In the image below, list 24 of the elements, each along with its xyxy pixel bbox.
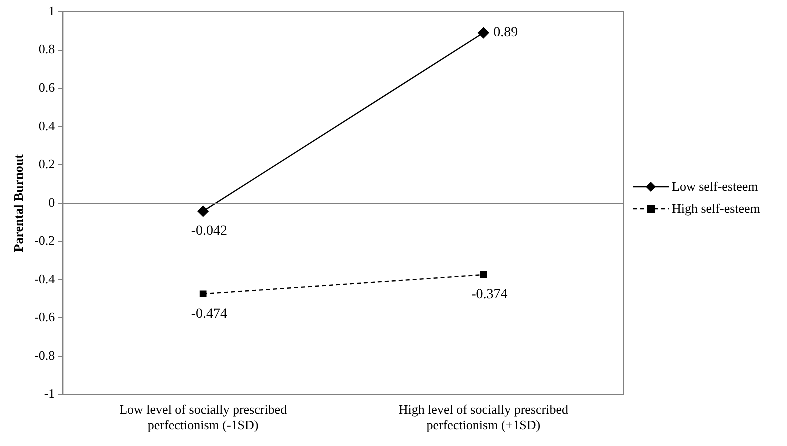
y-tick-label: 0.6 [38, 80, 56, 95]
point [478, 27, 490, 39]
y-axis-title: Parental Burnout [11, 154, 26, 252]
y-tick-label: -1 [44, 386, 56, 402]
y-tick-label: 0.4 [38, 118, 56, 134]
point [198, 206, 209, 218]
y-tick-label: 0.8 [38, 42, 56, 57]
y-tick-label: 0.2 [38, 156, 56, 172]
legend-label: Low self-esteem [672, 179, 758, 195]
point [200, 290, 207, 298]
y-tick-label: -0.2 [34, 233, 56, 248]
y-tick-label: 0 [48, 194, 56, 210]
data-label: -0.042 [191, 224, 228, 240]
data-label: 0.89 [494, 26, 518, 41]
x-tick-label: Low level of socially prescribed perfectionism (-1SD) [120, 402, 288, 433]
y-tick-label: -0.4 [34, 271, 56, 286]
data-label: -0.374 [472, 288, 508, 303]
data-label: -0.474 [191, 306, 228, 322]
y-tick-label: 1 [48, 3, 56, 18]
point [480, 272, 488, 278]
y-tick-label: -0.8 [34, 348, 56, 363]
y-tick-label: -0.6 [34, 310, 56, 325]
legend-label: High self-esteem [672, 201, 760, 217]
x-tick-label: High level of socially prescribed perfectionism (+1SD) [398, 402, 569, 433]
